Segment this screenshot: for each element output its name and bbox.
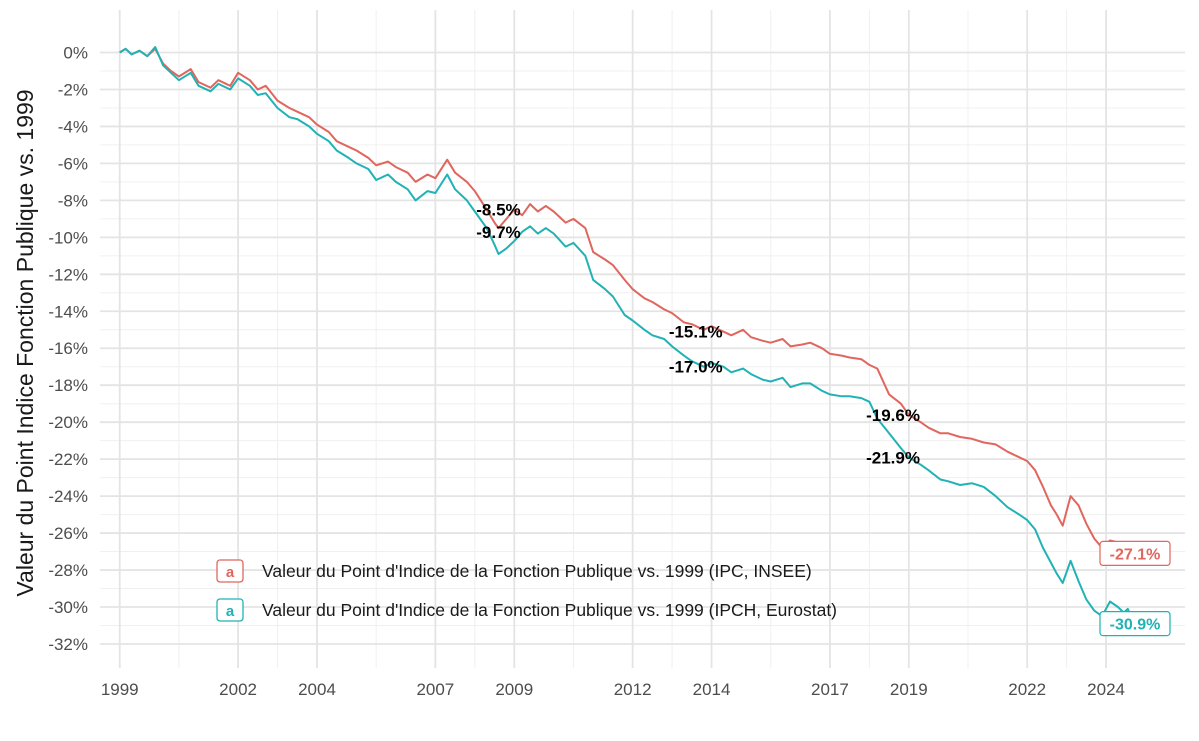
y-tick-label: -16% [48, 339, 88, 358]
legend-entry-label: Valeur du Point d'Indice de la Fonction … [262, 561, 812, 581]
y-tick-label: -20% [48, 413, 88, 432]
y-tick-label: -24% [48, 487, 88, 506]
y-tick-label: -14% [48, 302, 88, 321]
minor-gridlines [100, 10, 1185, 668]
end-label-box [1099, 611, 1171, 637]
y-tick-label: -22% [48, 450, 88, 469]
y-tick-label: -2% [58, 80, 88, 99]
y-tick-label: -8% [58, 191, 88, 210]
x-tick-label: 2014 [693, 680, 731, 699]
x-tick-label: 2004 [298, 680, 336, 699]
y-tick-label: -26% [48, 524, 88, 543]
legend-key-glyph: a [226, 603, 235, 620]
legend-entry-label: Valeur du Point d'Indice de la Fonction … [262, 600, 837, 620]
legend-key [216, 598, 244, 622]
x-tick-label: 2019 [890, 680, 928, 699]
y-tick-label: -18% [48, 376, 88, 395]
x-tick-label: 2024 [1087, 680, 1125, 699]
end-value-labels: -27.1% -30.9% [1099, 540, 1171, 637]
legend-key [216, 559, 244, 583]
x-tick-label: 2012 [614, 680, 652, 699]
y-tick-label: -12% [48, 265, 88, 284]
y-axis-label: Valeur du Point Indice Fonction Publique… [12, 89, 38, 596]
point-annotations: -8.5% -9.7% -15.1% -17.0% -19.6% -21.9% [476, 201, 920, 468]
end-label-box [1099, 540, 1171, 567]
y-tick-label: -30% [48, 598, 88, 617]
legend: a Valeur du Point d'Indice de la Fonction… [216, 559, 837, 622]
x-tick-label: 2022 [1008, 680, 1046, 699]
legend-key-glyph: a [226, 564, 235, 581]
major-gridlines [100, 10, 1185, 668]
annotation-label: -17.0% [669, 358, 723, 377]
series-line-2 [119, 46, 1139, 625]
series-lines [119, 46, 1139, 625]
annotation-label: -19.6% [866, 406, 920, 425]
annotation-label: -21.9% [866, 448, 920, 467]
x-tick-label: 2007 [416, 680, 454, 699]
y-tick-label: -32% [48, 635, 88, 654]
y-tick-label: -28% [48, 561, 88, 580]
y-axis-tick-labels: 0% -2% -4% -6% -8% -10% -12% -14% -16% -18% -20% -2… [48, 44, 88, 654]
end-label: -27.1% [1110, 546, 1161, 563]
x-axis-tick-labels: 1999 2002 2004 2007 2009 2012 2014 2017 2019 2022… [101, 680, 1125, 699]
annotation-label: -15.1% [669, 323, 723, 342]
y-tick-label: -4% [58, 117, 88, 136]
end-label: -30.9% [1110, 617, 1161, 634]
y-tick-label: -10% [48, 228, 88, 247]
annotation-label: -9.7% [476, 223, 520, 242]
x-tick-label: 1999 [101, 680, 139, 699]
x-tick-label: 2002 [219, 680, 257, 699]
y-tick-label: -6% [58, 154, 88, 173]
x-tick-label: 2017 [811, 680, 849, 699]
series-line-1 [119, 47, 1139, 557]
y-tick-label: 0% [63, 44, 88, 63]
annotation-label: -8.5% [476, 201, 520, 220]
x-tick-label: 2009 [495, 680, 533, 699]
